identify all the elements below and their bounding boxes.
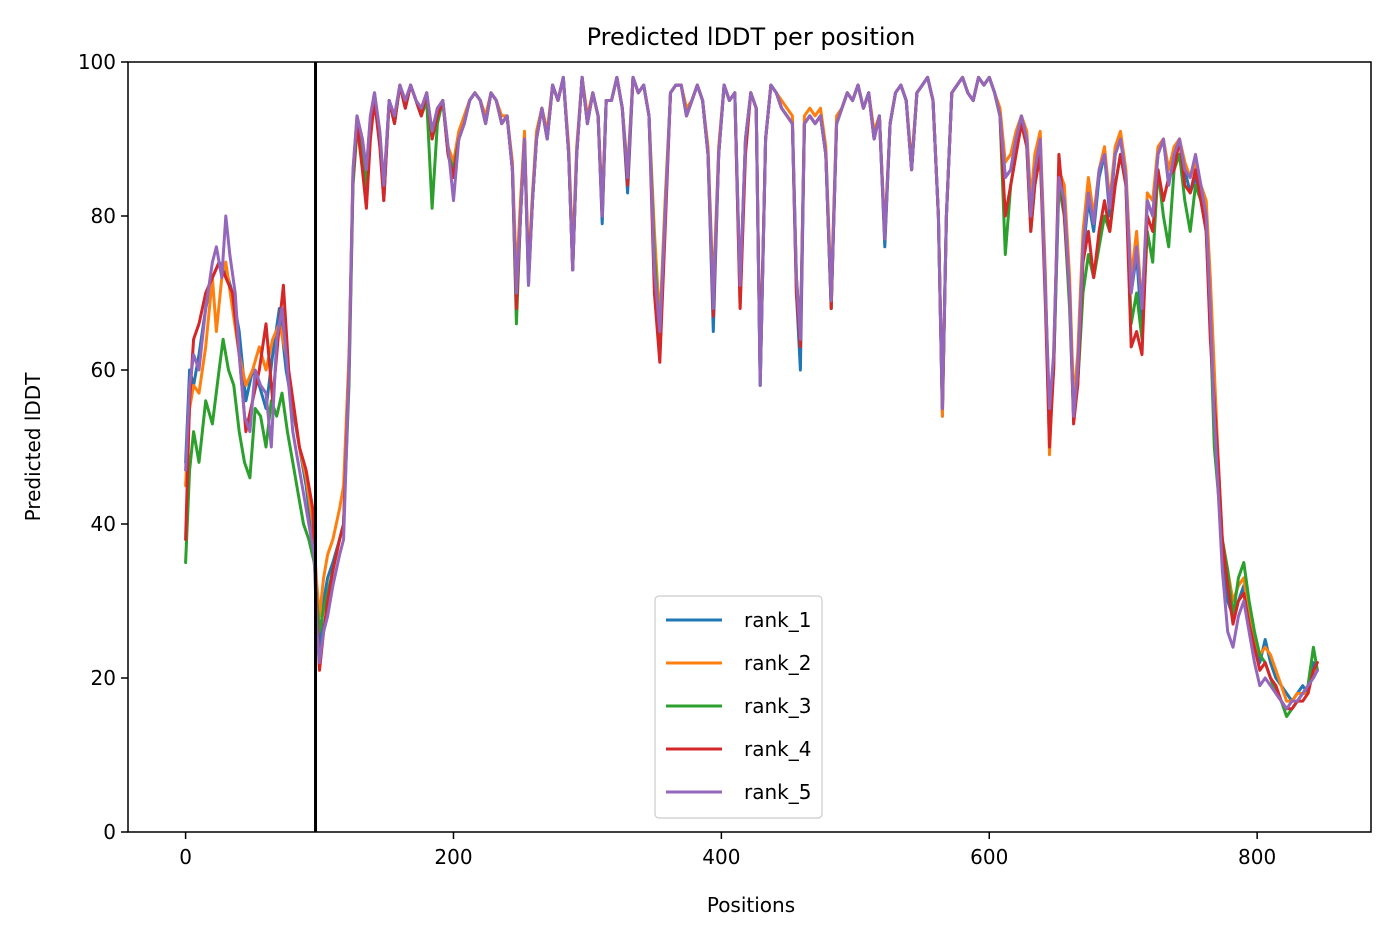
y-axis-label: Predicted lDDT — [21, 372, 45, 522]
x-tick-label: 600 — [970, 845, 1008, 869]
y-tick-label: 40 — [91, 512, 116, 536]
legend-label-rank_2: rank_2 — [744, 651, 811, 675]
legend-items: rank_1 rank_2 rank_3 rank_4 rank_5 — [666, 608, 811, 804]
plot-frame — [127, 61, 1372, 833]
legend-label-rank_5: rank_5 — [744, 780, 811, 804]
y-tick-label: 20 — [91, 666, 116, 690]
y-tick-label: 100 — [78, 50, 116, 74]
chart-title: Predicted lDDT per position — [587, 23, 916, 51]
legend-label-rank_3: rank_3 — [744, 694, 811, 718]
legend-label-rank_1: rank_1 — [744, 608, 811, 632]
x-tick-label: 0 — [179, 845, 192, 869]
legend-label-rank_4: rank_4 — [744, 737, 811, 761]
x-tick-label: 400 — [702, 845, 740, 869]
y-tick-label: 60 — [91, 358, 116, 382]
legend: rank_1 rank_2 rank_3 rank_4 rank_5 — [654, 595, 823, 819]
y-tick-label: 80 — [91, 204, 116, 228]
series-line-rank_5 — [184, 75, 1319, 711]
x-tick-label: 800 — [1238, 845, 1276, 869]
y-axis-ticks: 0 20 40 60 80 100 — [78, 50, 128, 844]
y-tick-label: 0 — [103, 820, 116, 844]
plot-area — [127, 61, 1372, 833]
x-axis-ticks: 0 200 400 600 800 — [179, 832, 1276, 869]
legend-box — [654, 595, 823, 819]
x-tick-label: 200 — [434, 845, 472, 869]
x-axis-label: Positions — [707, 893, 795, 917]
series-lines — [184, 75, 1319, 718]
